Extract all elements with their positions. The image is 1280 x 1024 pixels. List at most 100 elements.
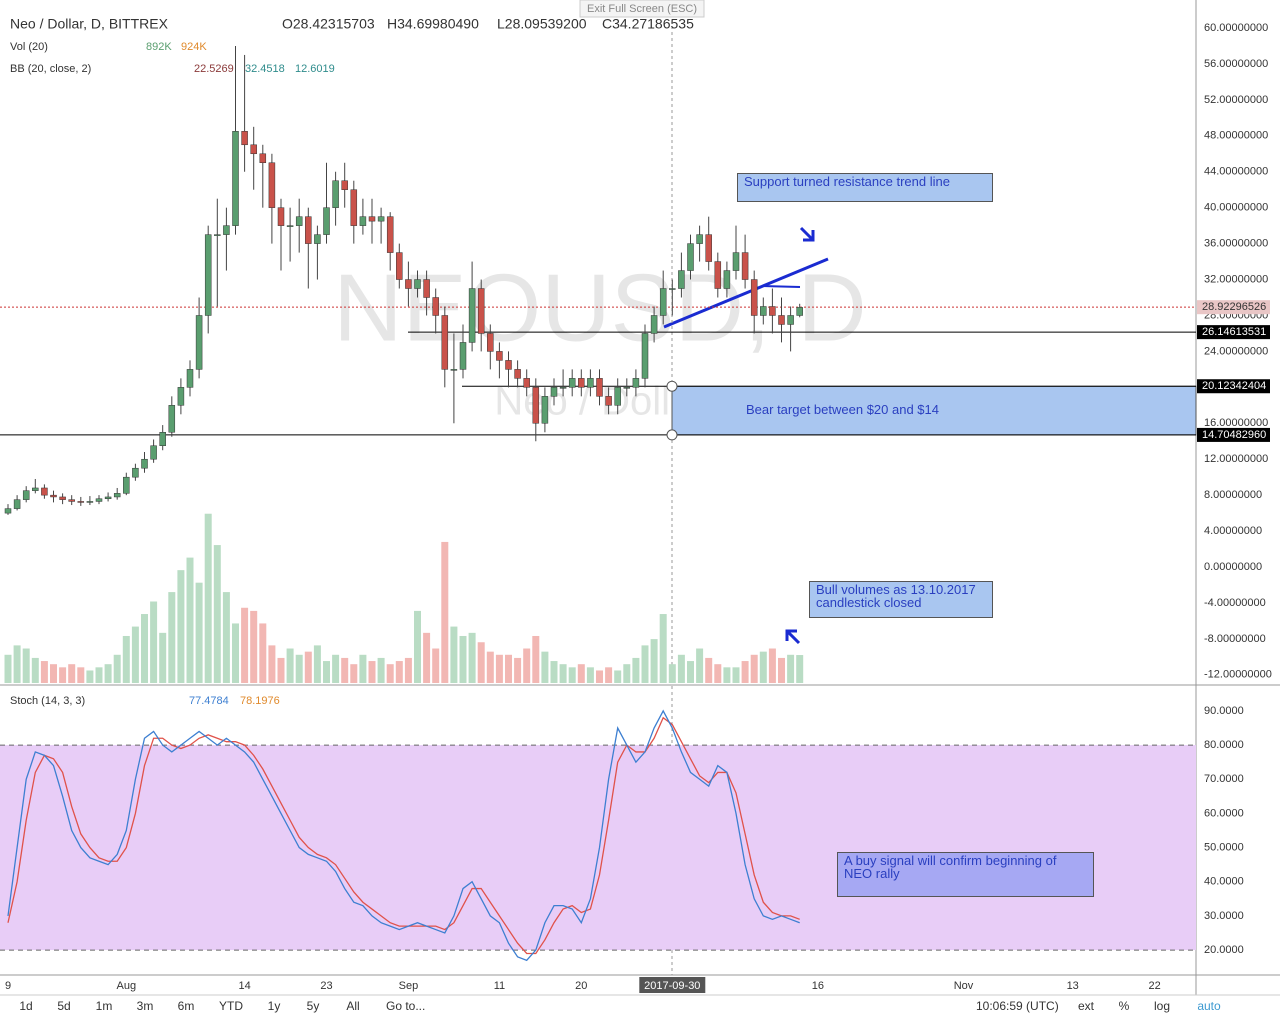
candle-body	[204, 234, 212, 316]
candle-body	[550, 387, 558, 397]
option-button[interactable]: log	[1154, 999, 1170, 1013]
range-button[interactable]: 3m	[137, 999, 154, 1013]
candle-body	[405, 279, 412, 289]
candle-body	[541, 396, 549, 424]
ohlc-value: L28.09539200	[497, 16, 587, 32]
stoch-k-line	[7, 709, 800, 962]
range-button[interactable]: 5y	[307, 999, 320, 1013]
volume-bar	[131, 626, 139, 683]
volume-bar	[177, 570, 185, 683]
volume-bar	[477, 642, 485, 683]
price-tag-label: 26.14613531	[1202, 326, 1266, 338]
volume-bar	[195, 582, 203, 683]
volume-bar	[568, 667, 576, 683]
candle-body	[696, 234, 703, 244]
x-tick-label: 20	[575, 980, 587, 992]
volume-legend: Vol (20)	[10, 41, 48, 53]
candle-body	[77, 501, 85, 503]
volume-bar	[313, 645, 321, 683]
volume-bar	[659, 614, 667, 683]
volume-bar	[596, 670, 603, 683]
candle-body	[13, 499, 21, 509]
trend-line-short	[761, 285, 801, 288]
volume-bar	[186, 557, 194, 683]
candle-body	[232, 131, 239, 226]
volume-value: 892K	[146, 41, 172, 53]
range-button[interactable]: 1m	[96, 999, 113, 1013]
volume-bar	[95, 667, 103, 683]
exit-fullscreen-button[interactable]	[579, 0, 705, 18]
candle-body	[59, 496, 66, 500]
candle-body	[778, 315, 785, 325]
volume-bar	[550, 661, 558, 683]
stoch-tick-label: 70.0000	[1204, 773, 1244, 785]
range-button[interactable]: 5d	[57, 999, 70, 1013]
candle-body	[277, 207, 285, 226]
volume-bar	[677, 654, 685, 683]
volume-bar	[668, 664, 676, 683]
volume-bar	[141, 614, 148, 683]
candle-body	[323, 207, 330, 235]
goto-button[interactable]: Go to...	[386, 999, 425, 1013]
volume-value: 924K	[181, 41, 207, 53]
stoch-tick-label: 80.0000	[1204, 739, 1244, 751]
range-button[interactable]: 1y	[268, 999, 281, 1013]
candle-body	[459, 342, 467, 370]
option-button[interactable]: auto	[1197, 999, 1221, 1013]
range-button[interactable]: YTD	[219, 999, 243, 1013]
volume-bar	[222, 592, 230, 683]
candle-body	[578, 378, 585, 388]
volume-bar	[505, 654, 512, 683]
candle-body	[559, 387, 567, 389]
ohlc-value: H34.69980490	[387, 16, 479, 32]
range-button[interactable]: All	[346, 999, 359, 1013]
volume-bar	[150, 601, 158, 683]
candle-body	[705, 234, 712, 262]
candle-body	[50, 494, 57, 498]
y-tick-label: 40.00000000	[1204, 202, 1268, 214]
candle-body	[86, 501, 94, 503]
candle-body	[760, 306, 767, 316]
volume-bar	[541, 651, 549, 683]
x-tick-label: 11	[494, 980, 505, 992]
candle-body	[623, 387, 631, 389]
volume-bar	[641, 645, 649, 683]
clock: 10:06:59 (UTC)	[976, 999, 1059, 1013]
ohlc-value: O28.42315703	[282, 16, 375, 32]
x-tick-label: Nov	[954, 980, 974, 992]
option-button[interactable]: ext	[1078, 999, 1095, 1013]
candle-body	[22, 490, 30, 500]
x-tick-label: 2017-09-30	[644, 980, 700, 992]
candle-body	[32, 487, 39, 491]
volume-bar	[122, 635, 130, 683]
candle-body	[523, 378, 530, 388]
volume-bar	[31, 657, 39, 683]
volume-bar	[586, 667, 594, 683]
candle-body	[132, 467, 139, 478]
volume-bar	[705, 657, 713, 683]
volume-bar	[796, 655, 804, 683]
volume-bar	[213, 545, 221, 683]
stoch-band	[0, 745, 1196, 951]
candle-body	[605, 396, 612, 406]
exit-fullscreen-label[interactable]: Exit Full Screen (ESC)	[587, 3, 697, 15]
volume-bar	[59, 667, 67, 683]
range-button[interactable]: 6m	[178, 999, 195, 1013]
candle-body	[214, 234, 221, 236]
volume-bar	[768, 648, 776, 683]
option-button[interactable]: %	[1119, 999, 1130, 1013]
stoch-tick-label: 40.0000	[1204, 876, 1244, 888]
volume-bar	[623, 664, 631, 683]
price-tag	[1197, 379, 1270, 394]
range-button[interactable]: 1d	[19, 999, 32, 1013]
volume-bar	[559, 664, 567, 683]
volume-bar	[605, 667, 613, 683]
price-tag	[1197, 325, 1270, 340]
stoch-value: 78.1976	[240, 695, 280, 707]
volume-bar	[395, 661, 403, 683]
price-tag	[1197, 300, 1270, 315]
x-tick-label: 23	[320, 980, 332, 992]
candle-body	[41, 487, 48, 496]
candle-body	[414, 279, 421, 289]
volume-bar	[168, 592, 176, 683]
